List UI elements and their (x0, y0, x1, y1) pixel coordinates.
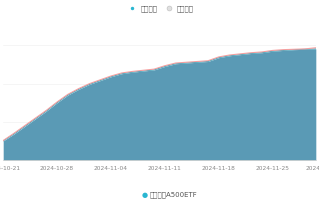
Legend: 流通份额, 流通规模: 流通份额, 流通规模 (122, 2, 197, 14)
Text: ●: ● (142, 192, 150, 198)
Text: 国泰中证A500ETF: 国泰中证A500ETF (150, 191, 198, 198)
